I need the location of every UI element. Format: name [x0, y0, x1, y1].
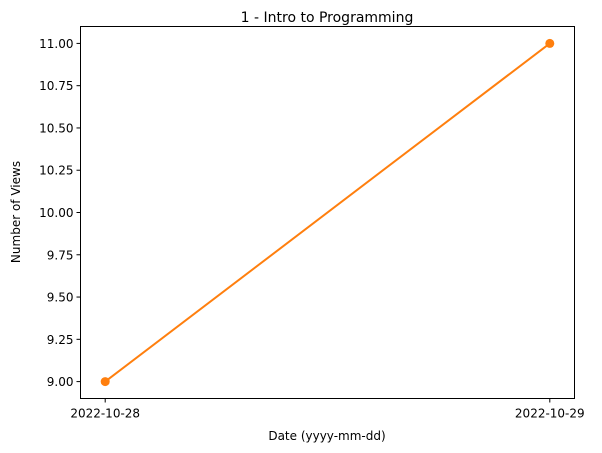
y-axis-ticks: 9.00 9.25 9.50 9.75 10.00 10.25 10.50 10.75 11.0…	[39, 37, 81, 389]
y-tick-label: 9.75	[47, 248, 74, 262]
y-tick-label: 10.75	[39, 79, 73, 93]
y-tick-label: 11.00	[39, 37, 73, 51]
data-point	[545, 38, 555, 48]
series-line	[104, 42, 551, 383]
x-tick-label: 2022-10-28	[70, 407, 140, 421]
x-axis-ticks: 2022-10-28 2022-10-29	[70, 398, 585, 421]
data-point	[100, 377, 110, 387]
y-tick-label: 10.00	[39, 206, 73, 220]
series-layer	[100, 38, 555, 387]
y-axis-label: Number of Views	[9, 161, 23, 263]
x-tick-label: 2022-10-29	[515, 407, 585, 421]
x-axis-label: Date (yyyy-mm-dd)	[268, 429, 385, 443]
chart-title: 1 - Intro to Programming	[241, 10, 414, 26]
y-tick-label: 10.25	[39, 164, 73, 178]
y-tick-label: 9.50	[47, 291, 74, 305]
y-tick-label: 9.00	[47, 375, 74, 389]
y-tick-label: 9.25	[47, 333, 74, 347]
y-tick-label: 10.50	[39, 121, 73, 135]
